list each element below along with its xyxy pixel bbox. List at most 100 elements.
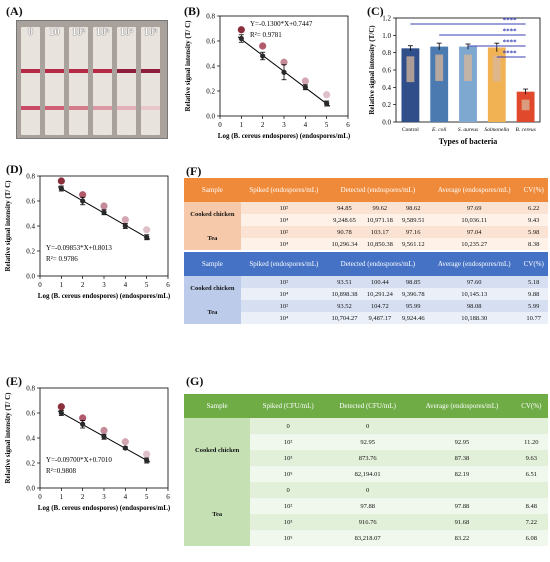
r-squared: R²= 0.9781 xyxy=(250,31,282,39)
bar xyxy=(401,48,420,123)
y-tick-label: 0.4 xyxy=(382,84,391,92)
cell xyxy=(409,418,514,434)
x-tick-label: 1 xyxy=(60,493,64,501)
y-tick-label: 0.4 xyxy=(206,63,215,71)
data-point-alt xyxy=(280,58,288,66)
cell: 10³ xyxy=(283,454,293,462)
y-tick-label: 0.4 xyxy=(26,435,35,443)
table-row: 10² 92.95 92.95 11.20 xyxy=(184,434,548,450)
cell: 9.63 xyxy=(525,454,538,462)
x-axis-label: Log (B. cereus endospores) (endospores/m… xyxy=(218,132,351,140)
x-tick-label: 6 xyxy=(346,121,350,129)
cell: 97.04 xyxy=(466,228,482,236)
x-tick-label: 4 xyxy=(124,493,128,501)
panel-label-b: (B) xyxy=(184,4,200,18)
cell: 95.99 xyxy=(405,302,421,310)
cell: 5.99 xyxy=(528,302,540,310)
table-row: Cooked chicken 10² 94.85 99.62 98.62 97.… xyxy=(184,202,548,226)
data-point xyxy=(101,434,107,440)
significance-marker: **** xyxy=(503,17,517,25)
y-tick-label: 0.2 xyxy=(382,101,391,109)
y-tick-label: 0.0 xyxy=(26,485,35,493)
cell: 0 xyxy=(366,486,370,494)
data-point-alt xyxy=(301,77,309,85)
strip-inset-image xyxy=(521,99,530,111)
cell: 99.62 xyxy=(372,204,388,212)
regression-equation: Y=-0.09700*X+0.7010 xyxy=(46,456,112,464)
x-tick-label: 3 xyxy=(102,493,106,501)
test-line xyxy=(69,106,88,110)
data-point-alt xyxy=(121,438,129,446)
table-row: 10⁴ 9,248.65 10,971.18 9,589.51 10,036.1… xyxy=(184,214,548,226)
x-tick-label: Control xyxy=(402,127,419,133)
control-line xyxy=(21,69,40,73)
x-tick-label: 5 xyxy=(145,493,149,501)
cell: 10² xyxy=(279,302,289,310)
cell: 94.85 xyxy=(337,204,352,212)
x-axis-label: Log (B. cereus endospores) (endospores/m… xyxy=(38,504,171,512)
r-squared: R²=0.9808 xyxy=(46,467,76,475)
bar xyxy=(459,46,477,122)
cell: 9,924.46 xyxy=(401,314,425,322)
test-strip: 10⁴ xyxy=(117,27,136,135)
col-header: Sample xyxy=(206,402,228,410)
strip-inset-image xyxy=(435,54,444,81)
table-row: Cooked chicken 0 0 xyxy=(184,418,548,482)
strip-inset-image xyxy=(464,54,472,81)
cell: 9,487.17 xyxy=(368,314,392,322)
data-point xyxy=(101,209,107,215)
y-tick-label: 0.6 xyxy=(26,198,35,206)
col-header: Detected (endospores/mL) xyxy=(340,260,416,268)
cell: 83.22 xyxy=(454,534,470,542)
cell: 6.22 xyxy=(528,204,540,212)
y-tick-label: 0.4 xyxy=(26,223,35,231)
y-tick-label: 0.6 xyxy=(206,38,215,46)
cell: 0 xyxy=(366,422,370,430)
data-point xyxy=(80,198,86,204)
data-point xyxy=(144,457,150,464)
regression-equation: Y=-0.09853*X+0.8013 xyxy=(46,244,112,252)
cell: 10⁴ xyxy=(279,290,289,298)
col-header: Spiked (endospores/mL) xyxy=(249,186,319,194)
cell: 10,036.11 xyxy=(461,216,488,224)
significance-marker: **** xyxy=(503,39,517,47)
cell: 97.88 xyxy=(360,502,375,510)
control-line xyxy=(93,69,112,73)
x-tick-label: 3 xyxy=(282,121,286,129)
col-header: Sample xyxy=(201,186,223,194)
strip-label: 10⁵ xyxy=(144,27,157,38)
cell: 10⁵ xyxy=(283,470,293,478)
test-line xyxy=(21,106,40,110)
cell: 97.69 xyxy=(466,204,482,212)
cell: 10⁴ xyxy=(279,216,289,224)
cell: 10,188.30 xyxy=(461,314,488,322)
cell: 10,296.34 xyxy=(331,240,358,248)
y-tick-label: 0.0 xyxy=(26,273,35,281)
y-tick-label: 0.6 xyxy=(382,67,391,75)
cell: 9.43 xyxy=(528,216,540,224)
table-f-orange: Sample Spiked (endospores/mL) Detected (… xyxy=(184,178,548,250)
cell: 8.48 xyxy=(525,502,538,510)
data-point xyxy=(238,35,244,42)
data-point xyxy=(58,410,64,416)
cell: 9,561.12 xyxy=(401,240,425,248)
col-header: CV(%) xyxy=(523,260,544,268)
table-row: 10⁴ 10,704.27 9,487.17 9,924.46 10,188.3… xyxy=(184,312,548,324)
col-header: Detected (CFU/mL) xyxy=(339,402,396,410)
table-row: 10⁴ 10,898.38 10,291.24 9,396.78 10,145.… xyxy=(184,288,548,300)
cell: 10,898.38 xyxy=(331,290,358,298)
y-tick-label: 0.6 xyxy=(26,410,35,418)
cell xyxy=(515,482,548,498)
panel-label-f: (F) xyxy=(186,164,202,178)
test-strip: 10² xyxy=(69,27,88,135)
cell: 98.08 xyxy=(466,302,482,310)
x-tick-label: E. coli xyxy=(431,127,447,133)
cell: 91.68 xyxy=(454,518,470,526)
test-strip: 10⁵ xyxy=(141,27,160,135)
cell: 98.62 xyxy=(405,204,421,212)
strip-label: 10² xyxy=(72,27,85,38)
cell: 916.76 xyxy=(358,518,377,526)
cell: 9.88 xyxy=(528,290,540,298)
col-header: CV(%) xyxy=(523,186,544,194)
strip-inset-image xyxy=(492,55,501,82)
